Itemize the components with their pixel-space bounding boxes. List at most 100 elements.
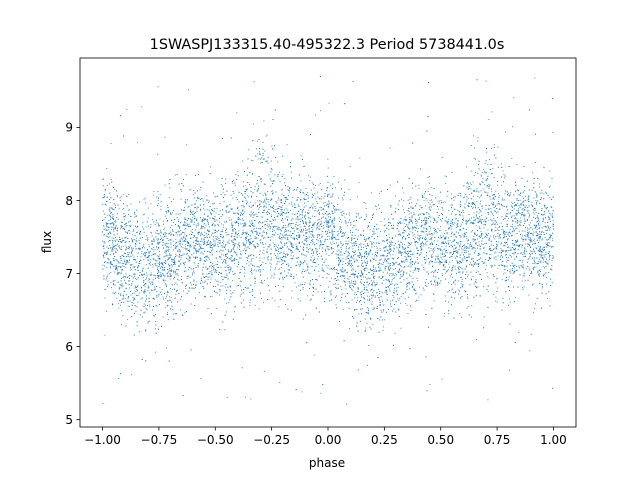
- data-point: [256, 216, 257, 218]
- data-point: [397, 222, 399, 224]
- data-point: [523, 275, 525, 277]
- data-point: [143, 213, 145, 215]
- data-point: [354, 237, 356, 239]
- data-point: [228, 269, 230, 271]
- data-point: [463, 212, 465, 214]
- data-point: [114, 244, 116, 246]
- data-point: [548, 254, 550, 256]
- data-point: [176, 313, 178, 315]
- data-point: [251, 232, 253, 234]
- data-point: [411, 217, 413, 218]
- data-point: [312, 234, 314, 235]
- scatter-points: [102, 76, 554, 405]
- data-point: [123, 296, 125, 298]
- data-point: [193, 270, 194, 272]
- data-point: [173, 259, 175, 261]
- data-point: [284, 237, 286, 238]
- data-point: [256, 140, 258, 142]
- data-point: [227, 249, 229, 251]
- data-point: [544, 256, 546, 258]
- data-point: [338, 197, 339, 199]
- data-point: [342, 257, 344, 259]
- data-point: [417, 268, 419, 269]
- data-point: [510, 212, 512, 214]
- data-point: [180, 198, 182, 200]
- data-point: [391, 283, 393, 285]
- data-point: [277, 255, 279, 257]
- data-point: [260, 158, 261, 160]
- data-point: [159, 218, 161, 220]
- data-point: [407, 199, 409, 201]
- data-point: [240, 250, 242, 252]
- data-point: [527, 197, 529, 199]
- data-point: [530, 272, 532, 274]
- data-point: [311, 250, 313, 252]
- data-point: [337, 204, 339, 205]
- data-point: [332, 234, 334, 236]
- data-point: [341, 297, 342, 298]
- data-point: [475, 243, 477, 245]
- data-point: [198, 173, 199, 175]
- data-point: [138, 331, 140, 333]
- data-point: [233, 262, 235, 264]
- data-point: [146, 275, 148, 277]
- data-point: [550, 206, 552, 208]
- data-point: [248, 149, 250, 151]
- data-point: [194, 235, 196, 237]
- data-point: [112, 283, 114, 285]
- data-point: [128, 194, 130, 196]
- data-point: [272, 228, 274, 230]
- data-point: [116, 230, 118, 232]
- data-point: [263, 246, 265, 248]
- data-point: [477, 271, 479, 273]
- data-point: [467, 306, 469, 308]
- data-point: [106, 224, 108, 226]
- data-point: [123, 290, 125, 292]
- data-point: [473, 219, 475, 221]
- data-point: [224, 286, 226, 288]
- data-point: [153, 247, 155, 248]
- data-point: [287, 255, 288, 256]
- data-point: [401, 222, 403, 224]
- data-point: [138, 292, 140, 294]
- data-point: [449, 240, 451, 242]
- data-point: [401, 241, 402, 243]
- data-point: [114, 292, 116, 294]
- data-point: [525, 205, 527, 207]
- data-point: [548, 251, 550, 253]
- data-point: [107, 241, 109, 243]
- data-point: [240, 268, 242, 270]
- data-point: [141, 250, 143, 252]
- data-point: [170, 227, 172, 228]
- data-point: [158, 233, 160, 235]
- data-point: [448, 263, 450, 265]
- data-point: [149, 261, 151, 263]
- data-point: [530, 222, 532, 224]
- data-point: [253, 204, 254, 206]
- data-point: [217, 281, 219, 283]
- data-point: [138, 247, 140, 249]
- data-point: [366, 322, 368, 324]
- data-point: [275, 219, 276, 221]
- data-point: [329, 291, 331, 293]
- data-point: [384, 269, 386, 271]
- data-point: [263, 201, 264, 203]
- data-point: [533, 268, 534, 270]
- data-point: [397, 204, 399, 206]
- data-point: [520, 192, 522, 194]
- data-point: [178, 250, 180, 252]
- data-point: [516, 214, 518, 216]
- data-point: [256, 227, 258, 229]
- data-point: [218, 225, 220, 227]
- data-point: [301, 253, 303, 255]
- data-point: [430, 272, 432, 274]
- data-point: [207, 222, 209, 224]
- data-point: [538, 258, 540, 260]
- data-point: [180, 259, 182, 261]
- data-point: [269, 244, 271, 246]
- data-point: [226, 253, 228, 255]
- data-point: [341, 245, 343, 247]
- data-point: [122, 315, 124, 317]
- data-point: [452, 265, 454, 267]
- data-point: [479, 203, 481, 205]
